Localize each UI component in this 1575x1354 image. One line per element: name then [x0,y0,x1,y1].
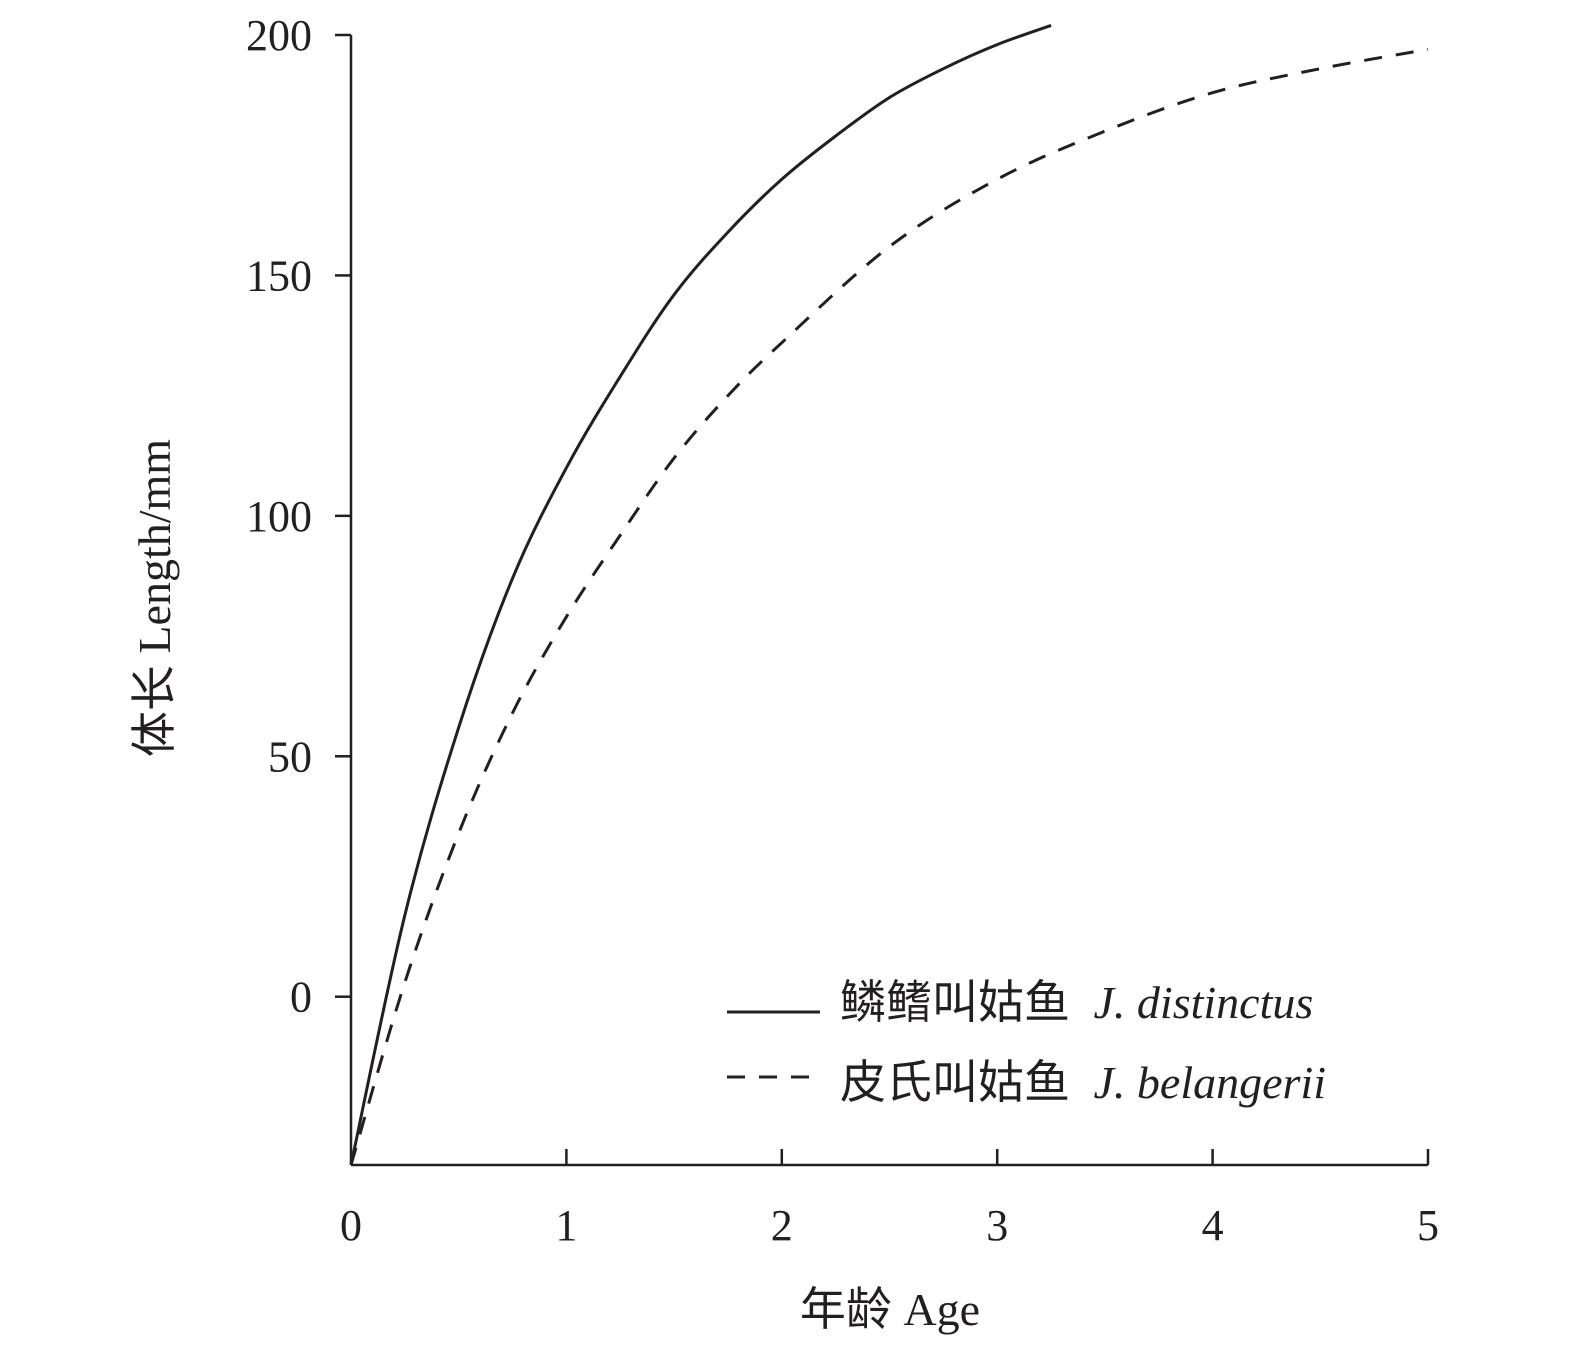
x-tick-label-1: 1 [555,1201,577,1250]
x-tick-label-3: 3 [986,1201,1008,1250]
y-tick-label-0: 0 [290,973,312,1022]
legend-label-distinctus: 鳞鳍叫姑鱼 J. distinctus [840,977,1313,1028]
legend-label-belangerii-cn: 皮氏叫姑鱼 [840,1057,1070,1108]
series-line-distinctus [349,23,1052,1166]
legend-label-distinctus-latin: J. distinctus [1094,977,1314,1028]
series-line-belangerii [349,47,1429,1166]
y-tick-label-150: 150 [246,251,312,300]
series-group [349,23,1429,1166]
y-tick-label-50: 50 [268,732,312,781]
y-axis-ticks: 0 50 100 150 200 [246,11,351,1022]
axes [349,35,1428,1167]
legend-label-belangerii-latin: J. belangerii [1094,1057,1327,1108]
legend: 鳞鳍叫姑鱼 J. distinctus 皮氏叫姑鱼 J. belangerii [727,977,1326,1108]
legend-label-distinctus-cn: 鳞鳍叫姑鱼 [840,977,1070,1028]
y-axis-title: 体长 Length/mm [129,439,180,757]
x-tick-label-0: 0 [340,1201,362,1250]
y-tick-label-200: 200 [246,11,312,60]
y-tick-label-100: 100 [246,492,312,541]
x-tick-label-5: 5 [1417,1201,1439,1250]
legend-label-belangerii: 皮氏叫姑鱼 J. belangerii [840,1057,1326,1108]
x-axis-ticks: 0 1 2 3 4 5 [340,1149,1439,1250]
x-axis-title: 年龄 Age [800,1284,980,1335]
x-tick-label-2: 2 [771,1201,793,1250]
x-tick-label-4: 4 [1202,1201,1224,1250]
